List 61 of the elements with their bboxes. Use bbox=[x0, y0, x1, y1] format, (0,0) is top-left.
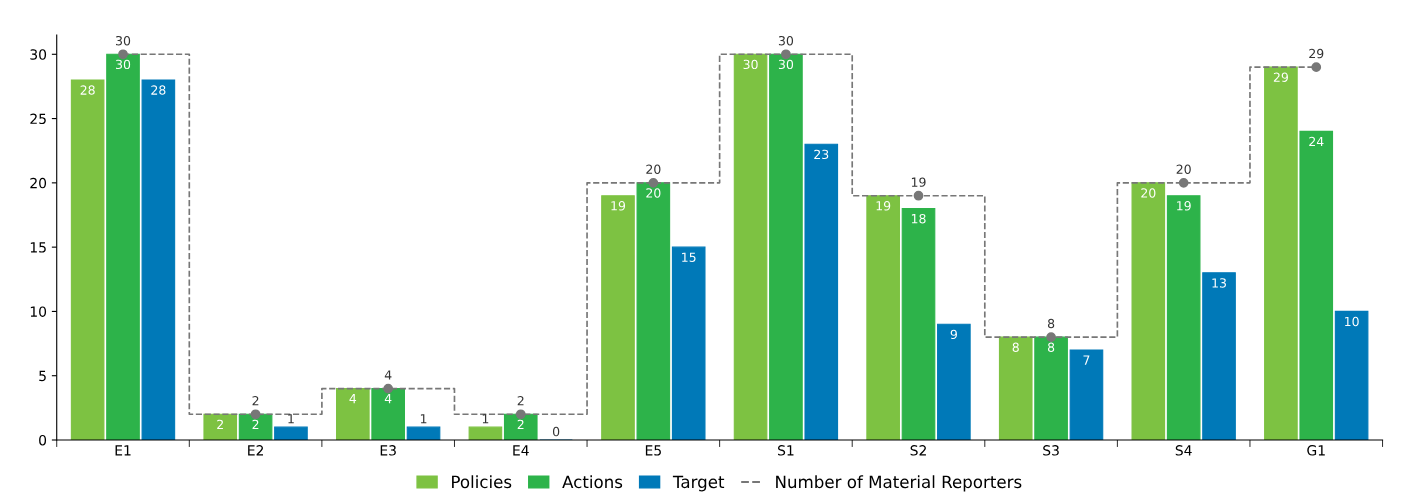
data-label: 19 bbox=[1177, 201, 1191, 211]
data-label: 24 bbox=[1309, 136, 1324, 147]
data-label: 8 bbox=[1047, 318, 1055, 329]
data-label: 20 bbox=[646, 188, 661, 198]
data-label: 30 bbox=[778, 35, 794, 46]
y-tick-label: 10 bbox=[30, 306, 47, 317]
data-label: 13 bbox=[1212, 278, 1226, 288]
x-tick-label: E2 bbox=[248, 445, 264, 456]
y-tick-label: 30 bbox=[30, 49, 47, 60]
data-label: 19 bbox=[611, 201, 626, 211]
data-label: 20 bbox=[1141, 188, 1156, 198]
data-label: 1 bbox=[288, 414, 294, 424]
x-tick-label: S3 bbox=[1043, 445, 1059, 456]
x-tick-label: E1 bbox=[115, 445, 131, 456]
data-label: 15 bbox=[682, 252, 696, 262]
y-tick-label: 15 bbox=[30, 242, 46, 253]
data-label: 4 bbox=[384, 370, 392, 380]
data-label: 28 bbox=[80, 85, 95, 95]
x-tick-label: G1 bbox=[1307, 445, 1325, 456]
data-label: 2 bbox=[252, 395, 259, 406]
y-tick-label: 25 bbox=[30, 113, 46, 125]
legend-label: Actions bbox=[562, 475, 623, 489]
data-label: 4 bbox=[384, 394, 392, 404]
data-label: 8 bbox=[1012, 342, 1019, 352]
x-tick-label: S2 bbox=[910, 445, 926, 456]
legend-label: Target bbox=[672, 475, 725, 492]
data-label: 2 bbox=[517, 395, 524, 406]
data-label: 23 bbox=[814, 149, 829, 160]
data-label: 1 bbox=[482, 414, 489, 424]
data-label: 30 bbox=[116, 59, 131, 70]
data-label: 1 bbox=[420, 414, 427, 424]
data-label: 19 bbox=[876, 201, 891, 211]
data-label: 30 bbox=[743, 59, 758, 70]
legend-label: Number of Material Reporters bbox=[776, 475, 1022, 492]
data-label: 0 bbox=[552, 426, 560, 437]
y-tick-label: 20 bbox=[30, 177, 47, 189]
data-label: 7 bbox=[1083, 355, 1090, 365]
data-label: 28 bbox=[151, 85, 166, 95]
x-tick-label: E3 bbox=[380, 445, 396, 456]
data-label: 29 bbox=[1273, 72, 1288, 82]
data-label: 19 bbox=[911, 177, 926, 187]
data-label: 8 bbox=[1047, 342, 1055, 352]
data-label: 4 bbox=[349, 394, 357, 404]
data-label: 18 bbox=[911, 213, 926, 224]
data-label: 30 bbox=[778, 59, 794, 70]
data-label: 2 bbox=[217, 419, 223, 429]
data-label: 2 bbox=[252, 419, 259, 429]
x-tick-label: E4 bbox=[513, 445, 529, 456]
y-tick-label: 0 bbox=[39, 434, 47, 446]
data-label: 9 bbox=[950, 329, 957, 340]
data-label: 20 bbox=[646, 164, 661, 175]
legend-label: Policies bbox=[452, 475, 512, 489]
x-tick-label: S4 bbox=[1175, 445, 1192, 456]
x-tick-label: S1 bbox=[778, 445, 794, 456]
y-tick-label: 5 bbox=[39, 370, 46, 382]
data-label: 2 bbox=[517, 419, 524, 429]
data-label: 20 bbox=[1176, 164, 1191, 175]
x-tick-label: E5 bbox=[645, 445, 661, 456]
data-label: 30 bbox=[116, 35, 131, 46]
data-label: 10 bbox=[1345, 316, 1359, 327]
data-label: 29 bbox=[1309, 48, 1324, 59]
